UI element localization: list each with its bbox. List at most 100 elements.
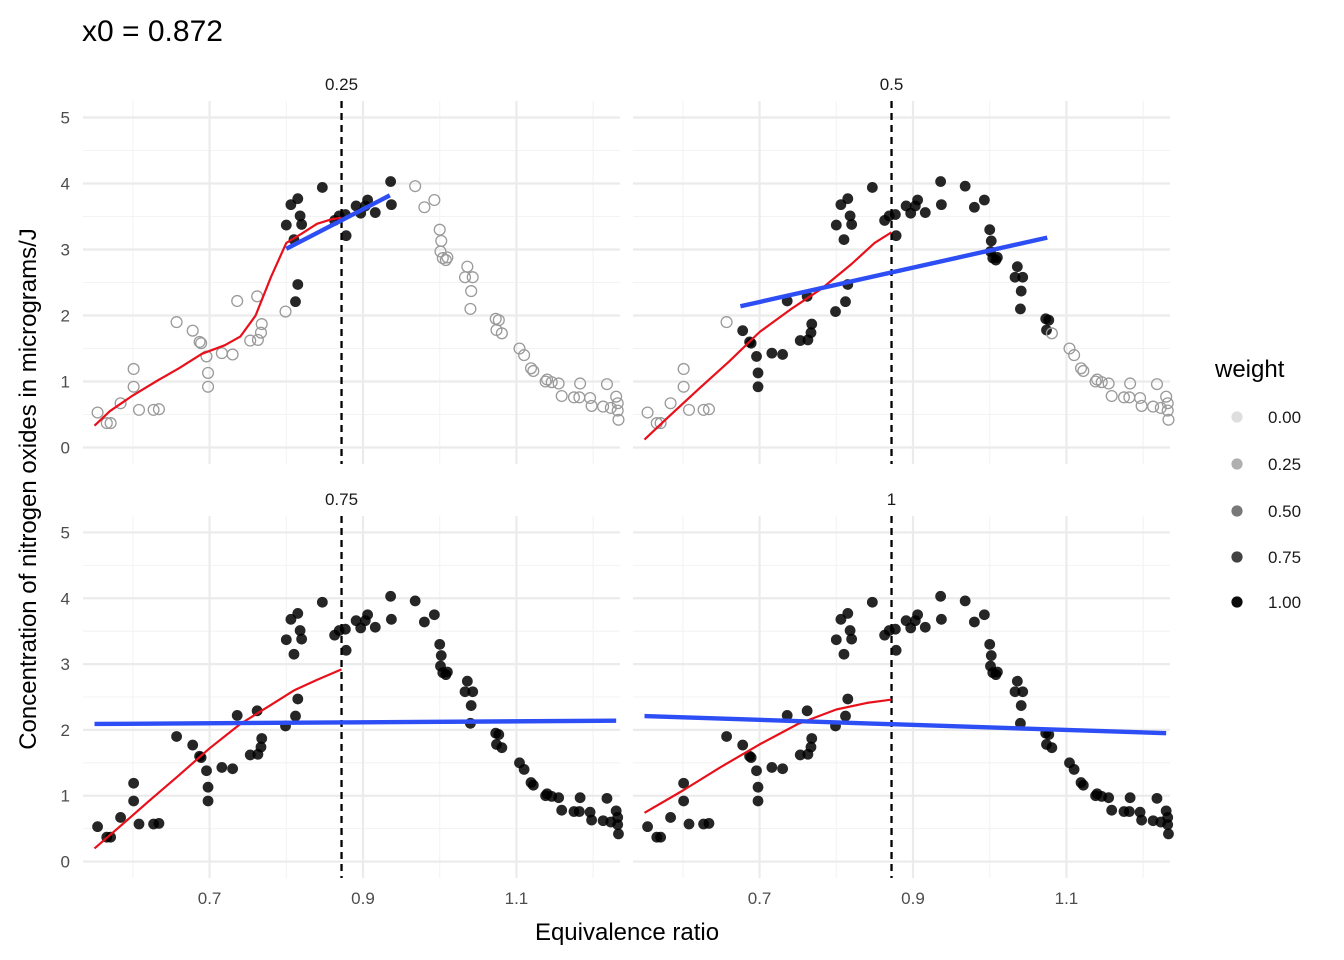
y-tick-label: 1: [61, 373, 70, 392]
data-point: [340, 230, 352, 242]
chart-title: x0 = 0.872: [82, 15, 223, 48]
y-tick-label: 4: [61, 589, 70, 608]
legend-label: 0.75: [1268, 548, 1301, 567]
data-point: [1017, 686, 1029, 698]
data-point: [838, 234, 850, 246]
data-point: [100, 417, 113, 430]
legend-label: 1.00: [1268, 593, 1301, 612]
data-point: [912, 194, 924, 206]
data-point: [890, 644, 902, 656]
data-point: [751, 351, 762, 362]
data-point: [912, 609, 924, 621]
data-point: [1015, 717, 1026, 729]
y-tick-label: 3: [61, 655, 70, 674]
data-point: [171, 731, 182, 742]
data-point: [105, 831, 117, 843]
data-point: [1161, 397, 1174, 410]
data-point: [256, 733, 268, 744]
data-point: [612, 812, 624, 823]
x-tick-label: 0.7: [198, 889, 222, 908]
data-point: [292, 279, 304, 290]
data-point: [846, 633, 858, 645]
data-point: [409, 595, 421, 607]
data-point: [1124, 792, 1136, 804]
y-tick-label: 1: [61, 787, 70, 806]
legend-label: 0.25: [1268, 455, 1301, 474]
data-point: [296, 219, 308, 230]
data-point: [496, 742, 508, 754]
data-point: [654, 417, 667, 430]
data-point: [1089, 375, 1102, 388]
data-point: [1151, 792, 1163, 804]
data-point: [127, 362, 140, 376]
data-point: [585, 399, 598, 412]
data-point: [296, 633, 308, 645]
data-point: [254, 326, 268, 339]
data-point: [1102, 377, 1115, 390]
data-point: [466, 271, 479, 284]
y-axis-title: Concentration of nitrogen oxides in micr…: [15, 228, 42, 750]
data-point: [703, 817, 715, 829]
data-point: [127, 380, 140, 393]
data-point: [641, 406, 654, 419]
data-point: [1063, 342, 1076, 355]
data-point: [805, 327, 817, 339]
facet-panel: 0.5: [633, 75, 1175, 464]
data-point: [385, 176, 397, 187]
data-point: [840, 710, 851, 722]
data-point: [752, 781, 764, 793]
data-point: [842, 693, 854, 705]
data-point: [1163, 828, 1174, 840]
data-point: [611, 404, 624, 417]
data-point: [465, 700, 477, 711]
data-point: [642, 821, 653, 833]
legend-key: [1231, 596, 1243, 608]
y-tick-label: 5: [61, 523, 70, 542]
data-point: [745, 337, 757, 349]
data-point: [92, 821, 103, 833]
y-tick-label: 0: [61, 853, 70, 872]
data-point: [555, 389, 568, 403]
data-point: [991, 252, 1003, 263]
data-point: [114, 397, 127, 410]
data-point: [935, 590, 947, 602]
data-point: [610, 390, 623, 403]
data-point: [527, 779, 539, 791]
data-point: [751, 765, 762, 777]
data-point: [1162, 413, 1175, 426]
data-point: [201, 366, 215, 379]
data-point: [985, 235, 997, 247]
data-point: [935, 176, 947, 187]
data-point: [611, 397, 624, 410]
data-point: [316, 596, 328, 608]
y-tick-label: 3: [61, 241, 70, 260]
data-point: [251, 705, 263, 717]
linear-fit-line: [739, 235, 1048, 309]
data-point: [1068, 764, 1080, 775]
data-point: [465, 285, 478, 298]
data-point: [202, 781, 214, 793]
data-point: [844, 625, 856, 636]
data-point: [193, 335, 206, 348]
data-point: [720, 316, 733, 329]
data-point: [838, 648, 850, 660]
data-point: [133, 818, 145, 830]
x-axis-title: Equivalence ratio: [535, 919, 719, 946]
data-point: [418, 201, 431, 214]
data-point: [255, 318, 268, 331]
data-point: [1043, 314, 1055, 326]
data-point: [294, 210, 306, 222]
data-point: [153, 817, 165, 829]
data-point: [439, 254, 452, 267]
data-point: [968, 201, 980, 213]
data-point: [104, 417, 117, 430]
data-point: [586, 814, 598, 826]
data-point: [552, 377, 565, 390]
data-point: [1124, 377, 1137, 390]
data-point: [959, 180, 971, 192]
data-point: [1077, 364, 1090, 377]
data-point: [518, 764, 530, 775]
data-point: [1045, 327, 1058, 340]
y-tick-label: 2: [61, 307, 70, 326]
